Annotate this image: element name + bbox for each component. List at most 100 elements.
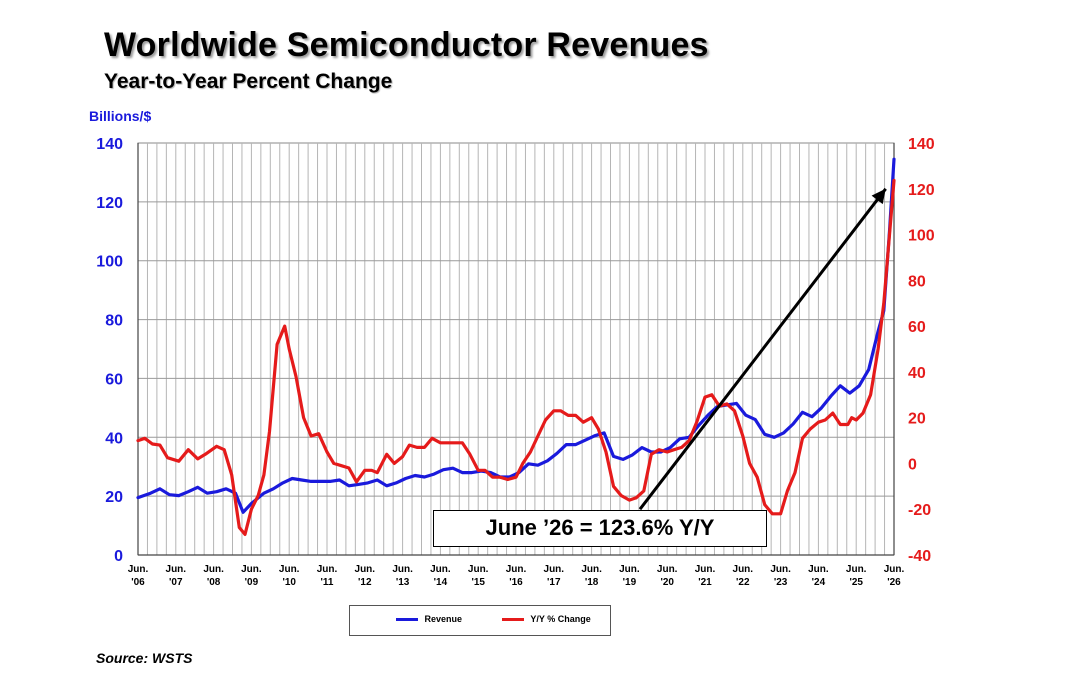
right-axis-tick-label: 80 xyxy=(908,273,926,290)
legend-swatch-yoy-change xyxy=(502,618,524,622)
x-tick-label-month: Jun. xyxy=(430,564,451,575)
x-axis-tick: Jun. '11 xyxy=(317,564,338,588)
annotation-arrow-layer xyxy=(638,187,887,511)
right-axis-tick-label: 140 xyxy=(908,136,935,153)
left-axis-tick-label: 140 xyxy=(96,136,123,153)
x-tick-label-year: '10 xyxy=(282,577,296,588)
series-line-revenue xyxy=(136,157,896,514)
left-axis-tick-label: 100 xyxy=(96,254,123,271)
chart-subtitle: Year-to-Year Percent Change xyxy=(104,70,393,93)
x-axis-tick: Jun. '23 xyxy=(770,564,791,588)
x-tick-label-year: '11 xyxy=(321,577,334,588)
annotation-arrow-head xyxy=(871,188,886,205)
x-tick-label-year: '14 xyxy=(434,577,448,588)
x-axis-tick: Jun. '15 xyxy=(468,564,489,588)
x-axis-ticks: Jun. '06 Jun. '07 Jun. '08 Jun. '09 Jun. '10 Jun. '… xyxy=(128,564,905,588)
legend-swatch-revenue xyxy=(396,618,418,622)
x-axis-tick: Jun. '12 xyxy=(355,564,376,588)
x-axis-tick: Jun. '09 xyxy=(241,564,262,588)
x-tick-label-year: '20 xyxy=(660,577,674,588)
horizontal-grid xyxy=(138,201,894,497)
x-tick-label-year: '16 xyxy=(509,577,523,588)
x-tick-label-month: Jun. xyxy=(355,564,376,575)
x-tick-label-month: Jun. xyxy=(241,564,262,575)
left-axis-unit-label: Billions/$ xyxy=(89,108,152,124)
series-line-yoy-change xyxy=(136,178,896,536)
legend-label-yoy-change: Y/Y % Change xyxy=(530,614,591,624)
x-tick-label-year: '23 xyxy=(774,577,788,588)
left-axis-tick-label: 80 xyxy=(105,313,123,330)
x-tick-label-year: '13 xyxy=(396,577,410,588)
x-axis-tick: Jun. '20 xyxy=(657,564,678,588)
x-tick-label-year: '19 xyxy=(623,577,637,588)
vertical-grid xyxy=(146,143,886,555)
right-axis-tick-label: 120 xyxy=(908,182,935,199)
x-tick-label-month: Jun. xyxy=(166,564,187,575)
x-tick-label-month: Jun. xyxy=(581,564,602,575)
series-layer xyxy=(136,157,896,536)
x-axis-tick: Jun. '21 xyxy=(695,564,716,588)
annotation-arrow-shaft xyxy=(638,187,887,511)
x-tick-label-year: '07 xyxy=(169,577,183,588)
x-tick-label-year: '22 xyxy=(736,577,750,588)
x-tick-label-year: '18 xyxy=(585,577,599,588)
x-tick-label-year: '08 xyxy=(207,577,221,588)
x-axis-tick: Jun. '06 xyxy=(128,564,149,588)
x-tick-label-year: '21 xyxy=(698,577,712,588)
x-tick-label-month: Jun. xyxy=(733,564,754,575)
left-axis-tick-label: 40 xyxy=(105,430,123,447)
right-axis-tick-label: 100 xyxy=(908,228,935,245)
x-tick-label-month: Jun. xyxy=(619,564,640,575)
x-tick-label-month: Jun. xyxy=(317,564,338,575)
x-tick-label-month: Jun. xyxy=(128,564,149,575)
x-tick-label-month: Jun. xyxy=(808,564,829,575)
x-tick-label-month: Jun. xyxy=(770,564,791,575)
x-tick-label-year: '25 xyxy=(849,577,863,588)
x-tick-label-month: Jun. xyxy=(884,564,905,575)
legend-item-revenue: Revenue xyxy=(396,614,462,624)
x-axis-tick: Jun. '17 xyxy=(544,564,565,588)
x-tick-label-year: '24 xyxy=(812,577,826,588)
x-axis-tick: Jun. '08 xyxy=(203,564,224,588)
x-axis-tick: Jun. '26 xyxy=(884,564,905,588)
x-tick-label-month: Jun. xyxy=(203,564,224,575)
x-tick-label-month: Jun. xyxy=(506,564,527,575)
right-axis-tick-label: 0 xyxy=(908,456,917,473)
x-tick-label-year: '06 xyxy=(131,577,145,588)
annotation-callout: June ’26 = 123.6% Y/Y xyxy=(433,510,767,547)
x-tick-label-year: '26 xyxy=(887,577,901,588)
left-axis-tick-label: 120 xyxy=(96,195,123,212)
x-axis-tick: Jun. '18 xyxy=(581,564,602,588)
legend-label-revenue: Revenue xyxy=(424,614,463,624)
x-tick-label-month: Jun. xyxy=(695,564,716,575)
right-axis-tick-label: 60 xyxy=(908,319,926,336)
source-note: Source: WSTS xyxy=(96,650,193,666)
x-tick-label-year: '09 xyxy=(245,577,259,588)
x-axis-tick: Jun. '14 xyxy=(430,564,451,588)
x-axis-tick: Jun. '16 xyxy=(506,564,527,588)
x-tick-label-month: Jun. xyxy=(846,564,867,575)
x-axis-tick: Jun. '25 xyxy=(846,564,867,588)
x-tick-label-year: '17 xyxy=(547,577,561,588)
right-axis-tick-label: -20 xyxy=(908,502,931,519)
axes xyxy=(137,143,895,556)
right-axis-ticks: -40 -20 0 20 40 60 80 100 120 140 xyxy=(908,136,935,565)
right-axis-tick-label: 40 xyxy=(908,365,926,382)
x-tick-label-year: '12 xyxy=(358,577,372,588)
x-axis-tick: Jun. '10 xyxy=(279,564,300,588)
x-axis-tick: Jun. '13 xyxy=(392,564,413,588)
x-axis-tick: Jun. '22 xyxy=(733,564,754,588)
left-axis-ticks: 0 20 40 60 80 100 120 140 xyxy=(96,136,123,565)
x-axis-tick: Jun. '19 xyxy=(619,564,640,588)
x-tick-label-month: Jun. xyxy=(279,564,300,575)
left-axis-tick-label: 20 xyxy=(105,489,123,506)
x-tick-label-month: Jun. xyxy=(468,564,489,575)
x-axis-tick: Jun. '24 xyxy=(808,564,829,588)
x-tick-label-month: Jun. xyxy=(392,564,413,575)
right-axis-tick-label: -40 xyxy=(908,548,931,565)
right-axis-tick-label: 20 xyxy=(908,411,926,428)
left-axis-tick-label: 60 xyxy=(105,371,123,388)
x-tick-label-month: Jun. xyxy=(544,564,565,575)
x-axis-tick: Jun. '07 xyxy=(166,564,187,588)
